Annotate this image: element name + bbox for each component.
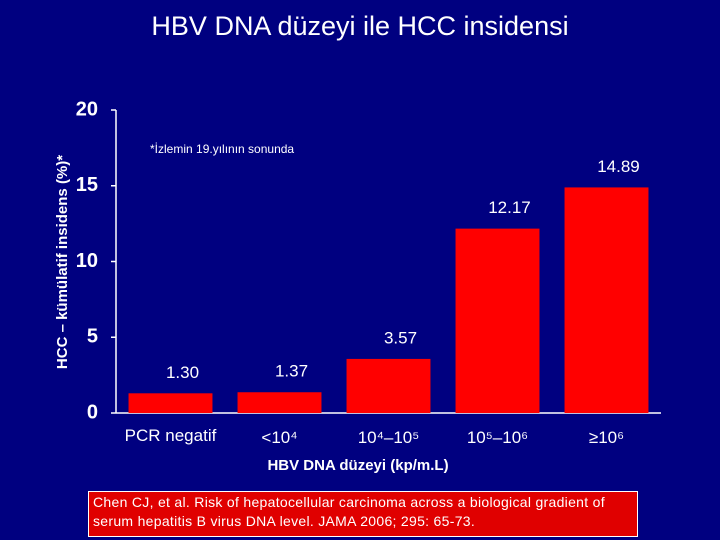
y-tick-label: 0 xyxy=(87,401,98,423)
bar xyxy=(564,187,649,413)
y-axis-label: HCC – kümülatif insidens (%)* xyxy=(54,155,71,369)
x-tick-label: PCR negatif xyxy=(124,426,217,445)
annotation: *İzlemin 19.yılının sonunda xyxy=(150,142,294,156)
x-tick-label: 10⁴–10⁵ xyxy=(357,428,420,447)
value-label: 3.57 xyxy=(384,328,417,347)
bar xyxy=(455,228,540,413)
y-tick-label: 20 xyxy=(76,98,98,120)
y-tick-label: 5 xyxy=(87,326,98,348)
value-label: 1.30 xyxy=(166,363,199,382)
x-tick-label: 10⁵–10⁶ xyxy=(466,428,529,447)
x-tick-label: <10⁴ xyxy=(261,428,298,447)
bar xyxy=(346,358,431,413)
bar xyxy=(237,392,322,413)
value-label: 1.37 xyxy=(275,362,308,381)
value-label: 12.17 xyxy=(488,198,531,217)
bar xyxy=(128,393,213,413)
chart-title: HBV DNA düzeyi ile HCC insidensi xyxy=(151,11,568,41)
y-tick-label: 10 xyxy=(76,250,98,272)
source-note: Chen CJ, et al. Risk of hepatocellular c… xyxy=(88,491,638,537)
x-axis-label: HBV DNA düzeyi (kp/m.L) xyxy=(267,457,448,474)
y-tick-label: 15 xyxy=(76,174,98,196)
value-label: 14.89 xyxy=(597,157,640,176)
x-tick-label: ≥10⁶ xyxy=(588,428,625,447)
